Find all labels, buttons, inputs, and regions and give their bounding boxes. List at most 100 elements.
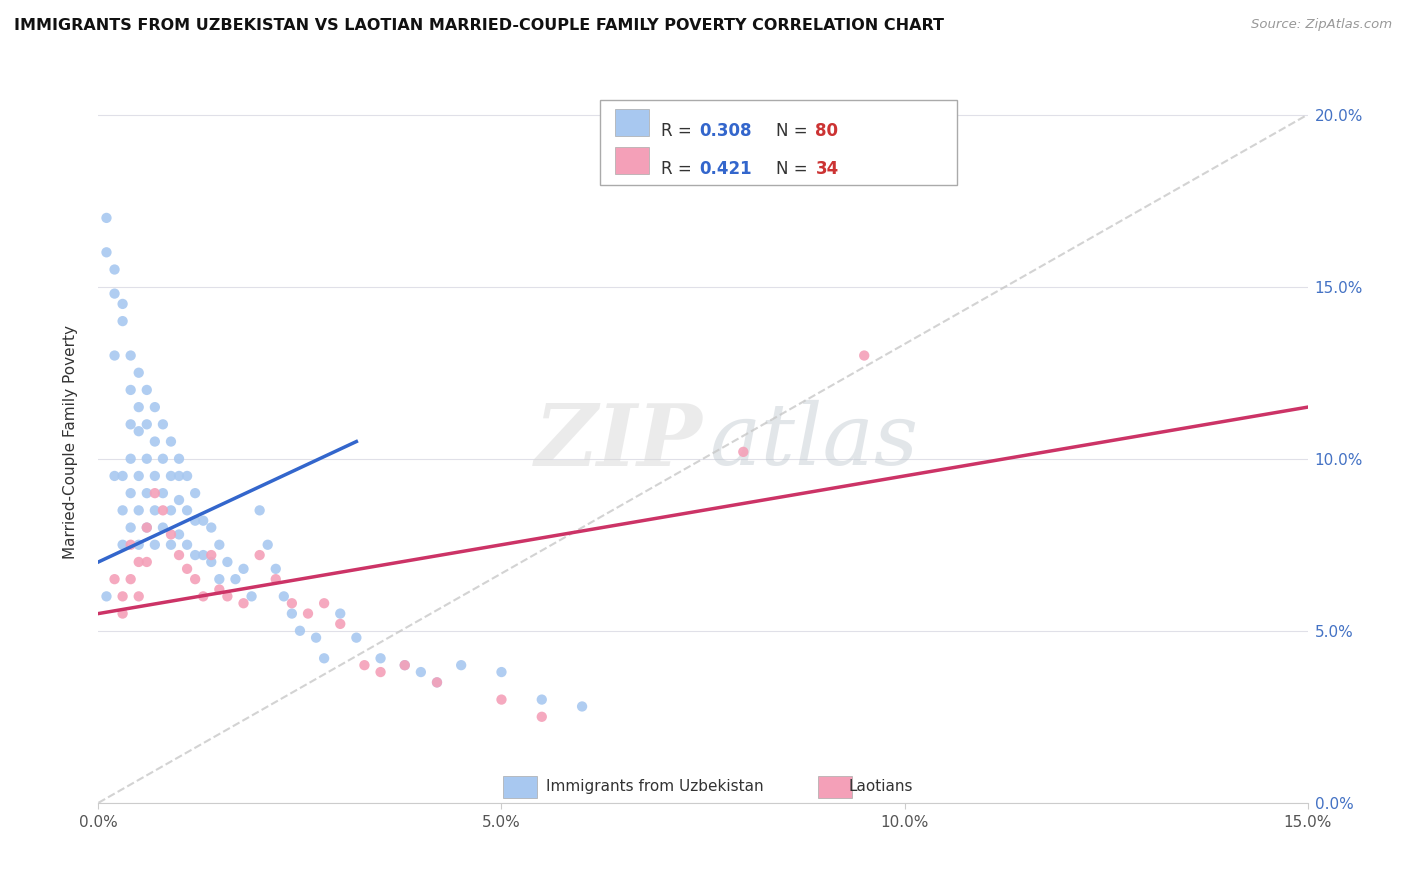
Text: IMMIGRANTS FROM UZBEKISTAN VS LAOTIAN MARRIED-COUPLE FAMILY POVERTY CORRELATION : IMMIGRANTS FROM UZBEKISTAN VS LAOTIAN MA… bbox=[14, 18, 943, 33]
Point bbox=[160, 434, 183, 449]
Point bbox=[143, 400, 166, 414]
Point bbox=[193, 590, 215, 604]
Point bbox=[128, 538, 150, 552]
Point bbox=[135, 520, 157, 534]
Point bbox=[128, 366, 150, 380]
Point bbox=[120, 572, 142, 586]
Point bbox=[160, 503, 183, 517]
Point bbox=[128, 424, 150, 438]
Point bbox=[200, 548, 222, 562]
Point bbox=[152, 503, 174, 517]
Point bbox=[167, 451, 190, 466]
Point bbox=[273, 590, 295, 604]
Text: 0.308: 0.308 bbox=[699, 122, 752, 140]
Point bbox=[135, 486, 157, 500]
Point bbox=[184, 572, 207, 586]
Point bbox=[217, 555, 239, 569]
Point bbox=[111, 590, 134, 604]
Text: 80: 80 bbox=[815, 122, 838, 140]
Point bbox=[160, 527, 183, 541]
Text: R =: R = bbox=[661, 161, 697, 178]
Point bbox=[249, 503, 271, 517]
Text: R =: R = bbox=[661, 122, 697, 140]
FancyBboxPatch shape bbox=[614, 147, 648, 174]
Point bbox=[103, 286, 125, 301]
FancyBboxPatch shape bbox=[614, 109, 648, 136]
Point bbox=[103, 572, 125, 586]
Point bbox=[160, 538, 183, 552]
Point bbox=[370, 665, 392, 679]
Point bbox=[353, 658, 375, 673]
Point bbox=[217, 590, 239, 604]
Point bbox=[152, 451, 174, 466]
FancyBboxPatch shape bbox=[503, 776, 537, 797]
Y-axis label: Married-Couple Family Poverty: Married-Couple Family Poverty bbox=[63, 325, 77, 558]
Point bbox=[184, 548, 207, 562]
Point bbox=[305, 631, 328, 645]
Text: N =: N = bbox=[776, 161, 813, 178]
Point bbox=[281, 607, 304, 621]
Point bbox=[176, 503, 198, 517]
Point bbox=[208, 572, 231, 586]
Point bbox=[394, 658, 416, 673]
Point bbox=[96, 590, 118, 604]
Point bbox=[135, 417, 157, 432]
Point bbox=[111, 607, 134, 621]
Point bbox=[184, 514, 207, 528]
Point bbox=[193, 548, 215, 562]
Point bbox=[344, 631, 367, 645]
Point bbox=[143, 486, 166, 500]
Point bbox=[426, 675, 449, 690]
Point bbox=[394, 658, 416, 673]
Point bbox=[96, 211, 118, 225]
Point bbox=[571, 699, 593, 714]
Point bbox=[249, 548, 271, 562]
Point bbox=[314, 651, 336, 665]
Point bbox=[491, 665, 513, 679]
Point bbox=[167, 493, 190, 508]
Point bbox=[120, 451, 142, 466]
Point bbox=[297, 607, 319, 621]
Point bbox=[152, 417, 174, 432]
Text: ZIP: ZIP bbox=[536, 400, 703, 483]
Point bbox=[208, 582, 231, 597]
Point bbox=[329, 607, 352, 621]
Point bbox=[135, 451, 157, 466]
Point bbox=[111, 297, 134, 311]
Text: 0.421: 0.421 bbox=[699, 161, 752, 178]
Point bbox=[167, 527, 190, 541]
Point bbox=[426, 675, 449, 690]
Point bbox=[143, 538, 166, 552]
Text: atlas: atlas bbox=[709, 401, 918, 483]
Point bbox=[143, 503, 166, 517]
Point bbox=[111, 538, 134, 552]
Point bbox=[120, 520, 142, 534]
Point bbox=[128, 400, 150, 414]
Point bbox=[120, 538, 142, 552]
Point bbox=[160, 469, 183, 483]
Point bbox=[103, 349, 125, 363]
Point bbox=[450, 658, 472, 673]
Text: Immigrants from Uzbekistan: Immigrants from Uzbekistan bbox=[546, 780, 763, 795]
Point bbox=[256, 538, 278, 552]
Point bbox=[143, 469, 166, 483]
Point bbox=[128, 590, 150, 604]
FancyBboxPatch shape bbox=[600, 100, 957, 185]
Point bbox=[200, 520, 222, 534]
Point bbox=[120, 383, 142, 397]
Point bbox=[853, 349, 876, 363]
Point bbox=[200, 555, 222, 569]
Point bbox=[530, 710, 553, 724]
Point bbox=[240, 590, 263, 604]
Text: 34: 34 bbox=[815, 161, 839, 178]
Point bbox=[176, 469, 198, 483]
Point bbox=[409, 665, 432, 679]
Point bbox=[176, 538, 198, 552]
Point bbox=[314, 596, 336, 610]
Point bbox=[530, 692, 553, 706]
Point bbox=[176, 562, 198, 576]
Point bbox=[128, 469, 150, 483]
Point bbox=[491, 692, 513, 706]
Point bbox=[135, 383, 157, 397]
Point bbox=[103, 262, 125, 277]
